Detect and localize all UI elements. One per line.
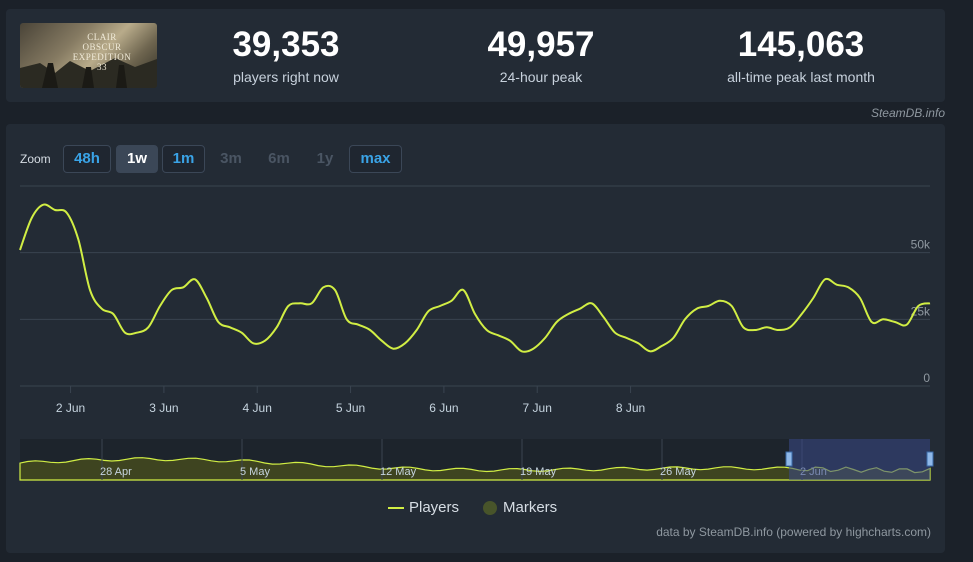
navigator-tick-label: 12 May <box>380 466 417 478</box>
x-axis-ticks: 2 Jun 3 Jun 4 Jun 5 Jun 6 Jun 7 Jun 8 Jun <box>56 386 645 415</box>
chart-card: Zoom 48h 1w 1m 3m 6m 1y max 0 25k 50k 2 Ju… <box>6 124 945 553</box>
zoom-label: Zoom <box>20 152 51 166</box>
stat-value: 145,063 <box>737 25 865 64</box>
navigator-left-handle[interactable] <box>785 451 793 467</box>
x-tick-label: 4 Jun <box>243 401 272 415</box>
navigator-tick-label: 5 May <box>240 466 270 478</box>
stat-label: players right now <box>233 69 339 85</box>
zoom-button-1m[interactable]: 1m <box>162 145 205 173</box>
navigator-tick-label: 26 May <box>660 466 697 478</box>
stat-label: all-time peak last month <box>727 69 875 85</box>
navigator-tick-label: 28 Apr <box>100 466 132 478</box>
chart-credit[interactable]: data by SteamDB.info (powered by highcha… <box>656 525 931 539</box>
x-tick-label: 7 Jun <box>523 401 552 415</box>
y-tick-label: 0 <box>923 371 930 385</box>
zoom-button-1y: 1y <box>316 150 334 167</box>
stat-all-time-peak: 145,063 all-time peak last month <box>706 25 896 86</box>
navigator-selection[interactable] <box>789 439 930 480</box>
navigator-right-handle[interactable] <box>926 451 934 467</box>
stat-label: 24-hour peak <box>499 69 583 85</box>
legend <box>388 501 497 515</box>
grid-lines <box>20 185 930 387</box>
zoom-button-48h[interactable]: 48h <box>63 145 111 173</box>
stat-players-now: 39,353 players right now <box>211 25 361 86</box>
steamdb-link[interactable]: SteamDB.info <box>870 106 945 120</box>
x-tick-label: 5 Jun <box>336 401 365 415</box>
navigator-tick-label: 19 May <box>520 466 557 478</box>
stat-24h-peak: 49,957 24-hour peak <box>466 25 616 86</box>
x-tick-label: 6 Jun <box>429 401 458 415</box>
zoom-button-1w[interactable]: 1w <box>116 145 158 173</box>
x-tick-label: 8 Jun <box>616 401 645 415</box>
game-title-logo: CLAIR OBSCUR EXPEDITION 33 <box>72 32 132 72</box>
players-series-line[interactable] <box>19 203 931 353</box>
zoom-button-3m: 3m <box>220 150 242 167</box>
x-tick-label: 2 Jun <box>56 401 85 415</box>
y-tick-label: 50k <box>911 238 931 252</box>
legend-players[interactable]: Players <box>409 499 460 516</box>
x-tick-label: 3 Jun <box>149 401 178 415</box>
zoom-button-max[interactable]: max <box>349 145 402 173</box>
game-artwork <box>20 58 157 88</box>
stat-value: 49,957 <box>487 25 595 64</box>
legend-markers-swatch <box>483 501 497 515</box>
stat-value: 39,353 <box>232 25 340 64</box>
stats-card: CLAIR OBSCUR EXPEDITION 33 39,353 player… <box>6 9 945 102</box>
legend-markers[interactable]: Markers <box>503 499 558 516</box>
zoom-button-6m: 6m <box>268 150 290 167</box>
game-header-image[interactable]: CLAIR OBSCUR EXPEDITION 33 <box>20 23 157 88</box>
